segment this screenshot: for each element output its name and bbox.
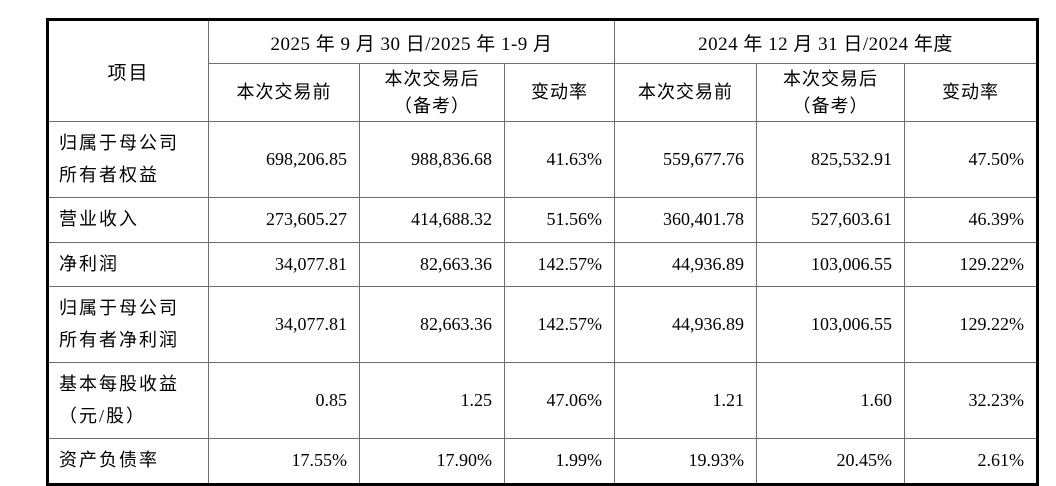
item-label: 资产负债率 [47, 438, 209, 485]
value-cell: 47.06% [503, 362, 616, 439]
value-cell: 360,401.78 [614, 197, 758, 243]
value-cell: 1.25 [359, 362, 505, 439]
value-cell: 273,605.27 [208, 197, 360, 243]
value-cell: 41.63% [503, 121, 616, 198]
table-row-equity: 归属于母公司所有者权益 698,206.85 988,836.68 41.63%… [47, 121, 1039, 198]
item-label: 净利润 [47, 241, 209, 287]
table-row-parent-net-profit: 归属于母公司所有者净利润 34,077.81 82,663.36 142.57%… [47, 286, 1039, 363]
value-cell: 34,077.81 [208, 241, 360, 287]
financial-comparison-table: 项目 2025 年 9 月 30 日/2025 年 1-9 月 2024 年 1… [46, 18, 1040, 486]
value-cell: 19.93% [614, 438, 758, 485]
item-label: 营业收入 [47, 197, 209, 243]
value-cell: 51.56% [503, 197, 616, 243]
value-cell: 2.61% [904, 438, 1039, 485]
item-label: 基本每股收益（元/股） [47, 362, 209, 439]
value-cell: 47.50% [904, 121, 1039, 198]
item-label: 归属于母公司所有者净利润 [47, 286, 209, 363]
value-cell: 34,077.81 [208, 286, 360, 363]
subheader-post-transaction-2024: 本次交易后 （备考） [756, 63, 906, 122]
value-cell: 129.22% [904, 286, 1039, 363]
group-header-2025: 2025 年 9 月 30 日/2025 年 1-9 月 [207, 19, 616, 64]
table-row-net-profit: 净利润 34,077.81 82,663.36 142.57% 44,936.8… [47, 241, 1039, 287]
subheader-post-transaction-2025: 本次交易后 （备考） [359, 63, 505, 122]
value-cell: 32.23% [904, 362, 1039, 439]
value-cell: 142.57% [503, 241, 616, 287]
value-cell: 1.60 [756, 362, 906, 439]
value-cell: 103,006.55 [756, 286, 906, 363]
financial-comparison-table-container: 项目 2025 年 9 月 30 日/2025 年 1-9 月 2024 年 1… [46, 18, 1040, 486]
value-cell: 1.99% [503, 438, 616, 485]
value-cell: 103,006.55 [756, 241, 906, 287]
value-cell: 44,936.89 [614, 241, 758, 287]
value-cell: 129.22% [904, 241, 1039, 287]
value-cell: 44,936.89 [614, 286, 758, 363]
value-cell: 1.21 [614, 362, 758, 439]
value-cell: 17.55% [208, 438, 360, 485]
value-cell: 82,663.36 [359, 241, 505, 287]
subheader-change-rate-2025: 变动率 [503, 63, 616, 122]
value-cell: 698,206.85 [208, 121, 360, 198]
table-row-debt-ratio: 资产负债率 17.55% 17.90% 1.99% 19.93% 20.45% … [47, 438, 1039, 485]
value-cell: 0.85 [208, 362, 360, 439]
value-cell: 82,663.36 [359, 286, 505, 363]
value-cell: 988,836.68 [359, 121, 505, 198]
value-cell: 414,688.32 [359, 197, 505, 243]
table-row-eps: 基本每股收益（元/股） 0.85 1.25 47.06% 1.21 1.60 3… [47, 362, 1039, 439]
value-cell: 825,532.91 [756, 121, 906, 198]
value-cell: 142.57% [503, 286, 616, 363]
subheader-change-rate-2024: 变动率 [904, 63, 1039, 122]
value-cell: 46.39% [904, 197, 1039, 243]
sub-header-row: 本次交易前 本次交易后 （备考） 变动率 本次交易前 本次交易后 （备考） 变动… [48, 63, 1039, 122]
value-cell: 20.45% [756, 438, 906, 485]
group-header-2024: 2024 年 12 月 31 日/2024 年度 [614, 19, 1039, 64]
value-cell: 527,603.61 [756, 197, 906, 243]
value-cell: 559,677.76 [614, 121, 758, 198]
group-header-row: 项目 2025 年 9 月 30 日/2025 年 1-9 月 2024 年 1… [47, 19, 1039, 122]
table-row-revenue: 营业收入 273,605.27 414,688.32 51.56% 360,40… [47, 197, 1039, 243]
subheader-pre-transaction-2025: 本次交易前 [208, 63, 360, 122]
item-label: 归属于母公司所有者权益 [47, 121, 209, 198]
value-cell: 17.90% [359, 438, 505, 485]
subheader-pre-transaction-2024: 本次交易前 [614, 63, 758, 122]
item-column-header: 项目 [47, 19, 209, 122]
